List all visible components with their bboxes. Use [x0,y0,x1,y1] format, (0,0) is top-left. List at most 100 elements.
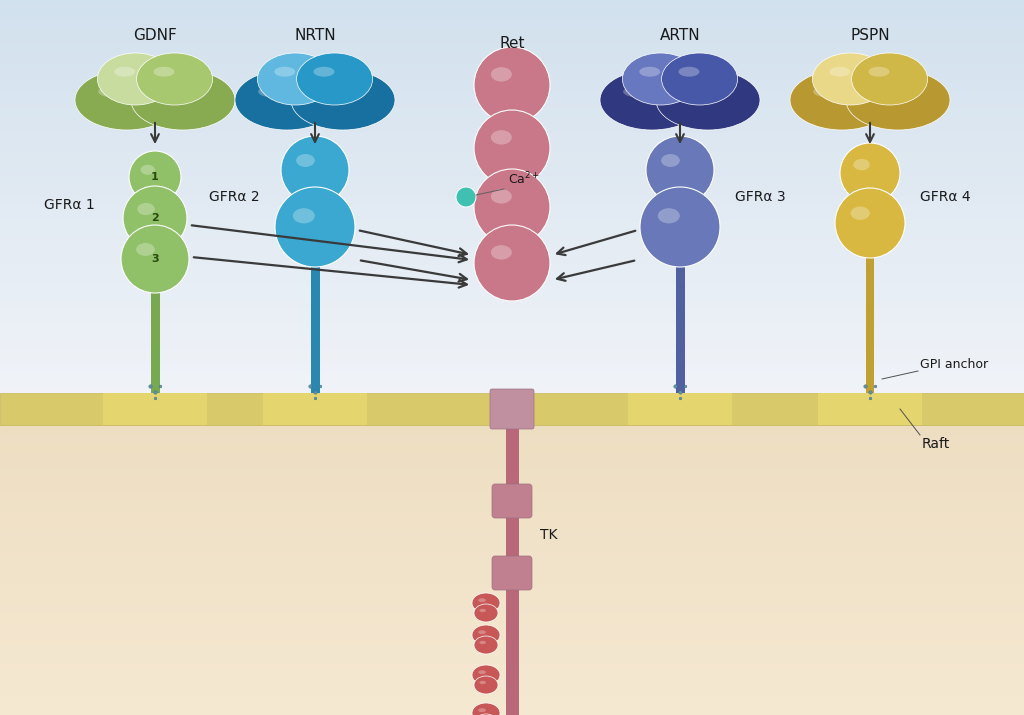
Text: 3: 3 [152,254,159,264]
Bar [0,424,1024,428]
Bar [0,304,1024,310]
Bar [310,210,319,393]
Ellipse shape [456,187,476,207]
Bar [0,678,1024,682]
Bar [0,308,1024,315]
Ellipse shape [129,151,181,203]
Bar [0,363,1024,368]
Bar [0,14,1024,19]
Bar [0,230,1024,236]
Bar [0,638,1024,643]
Bar [0,255,1024,260]
Bar [818,393,922,425]
Bar [0,265,1024,270]
Bar [0,711,1024,715]
Ellipse shape [293,208,314,223]
Ellipse shape [281,136,349,204]
Text: GFRα 2: GFRα 2 [209,190,260,204]
Ellipse shape [600,70,705,130]
Bar [0,681,1024,686]
Bar [0,587,1024,592]
Bar [0,627,1024,631]
Bar [0,558,1024,563]
Bar [0,43,1024,49]
Bar [0,210,1024,216]
Bar [0,137,1024,142]
Ellipse shape [314,86,343,97]
Ellipse shape [98,86,127,97]
Ellipse shape [291,70,395,130]
Bar [0,511,1024,516]
Bar [0,609,1024,613]
Bar [0,703,1024,708]
Ellipse shape [474,169,550,245]
Ellipse shape [479,641,486,644]
Bar [0,649,1024,654]
Text: Ca$^{2+}$: Ca$^{2+}$ [508,170,540,187]
Bar [0,460,1024,465]
Bar [0,551,1024,556]
Bar [0,4,1024,10]
Bar [0,191,1024,197]
Bar [0,117,1024,123]
Bar [0,176,1024,182]
FancyBboxPatch shape [490,389,534,429]
Bar [0,435,1024,440]
Bar [0,438,1024,443]
Bar [0,471,1024,475]
FancyBboxPatch shape [492,556,532,590]
Bar [0,373,1024,378]
Ellipse shape [474,636,498,654]
Ellipse shape [851,207,869,220]
Ellipse shape [474,47,550,123]
Bar [0,215,1024,221]
Ellipse shape [639,66,660,77]
Bar [0,449,1024,454]
Bar [0,19,1024,24]
Bar [0,343,1024,349]
Bar [0,200,1024,207]
Bar [0,515,1024,519]
Bar [0,274,1024,280]
Ellipse shape [662,53,737,105]
Bar [0,468,1024,472]
Bar [0,284,1024,290]
Ellipse shape [835,188,905,258]
Ellipse shape [624,86,651,97]
Bar [0,313,1024,320]
Bar [0,82,1024,89]
Ellipse shape [679,66,699,77]
Bar [0,656,1024,661]
Bar [0,53,1024,59]
Ellipse shape [137,203,155,215]
Bar [0,696,1024,701]
Bar [0,442,1024,447]
Bar [0,660,1024,664]
Bar [0,383,1024,388]
Bar [0,652,1024,657]
Bar [0,378,1024,383]
Ellipse shape [75,70,179,130]
Bar [0,562,1024,566]
Ellipse shape [474,225,550,301]
Bar [0,641,1024,646]
Ellipse shape [257,53,334,105]
Bar [0,431,1024,436]
Bar [0,387,1024,393]
Ellipse shape [812,53,889,105]
Bar [0,543,1024,548]
Bar [0,73,1024,79]
Bar [0,540,1024,545]
Bar [0,235,1024,241]
Text: GFRα 1: GFRα 1 [44,198,95,212]
Bar [0,706,1024,711]
Ellipse shape [274,66,295,77]
Bar [0,352,1024,359]
Bar [0,555,1024,559]
Bar [0,225,1024,231]
Text: 2: 2 [152,213,159,223]
FancyBboxPatch shape [492,484,532,518]
Ellipse shape [846,70,950,130]
Ellipse shape [121,225,189,293]
Ellipse shape [868,66,890,77]
